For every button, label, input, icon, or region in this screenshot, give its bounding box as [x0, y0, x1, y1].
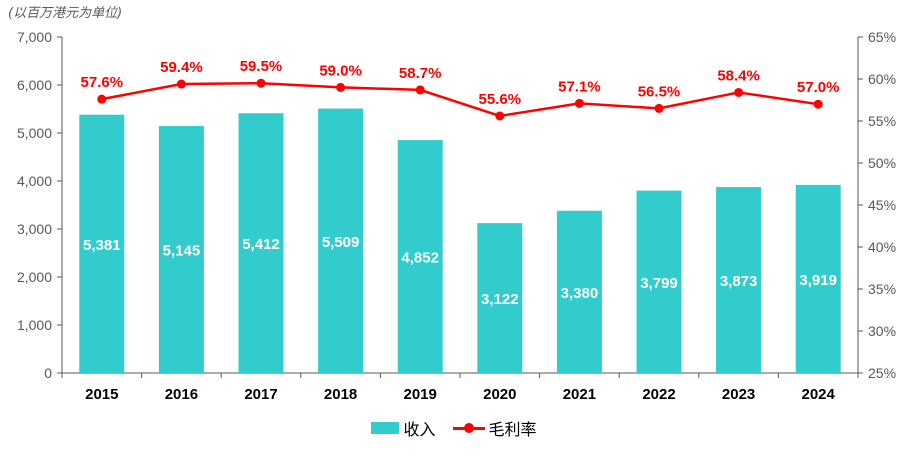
margin-point: [176, 79, 186, 89]
margin-point: [97, 94, 107, 104]
y-left-tick-label: 7,000: [17, 29, 52, 45]
margin-point: [256, 78, 266, 88]
line-data-label: 56.5%: [638, 83, 681, 100]
x-tick-label: 2016: [165, 386, 198, 403]
bar: [397, 140, 443, 373]
y-left-tick-label: 4,000: [17, 173, 52, 189]
line-series: [97, 78, 823, 121]
bar: [79, 114, 125, 373]
margin-point: [415, 85, 425, 95]
bar-data-label: 4,852: [401, 250, 439, 267]
line-data-label: 55.6%: [479, 91, 522, 108]
legend: 收入 毛利率: [0, 416, 908, 440]
line-data-label: 59.0%: [319, 62, 362, 79]
y-right-tick-label: 25%: [868, 365, 896, 381]
x-tick-label: 2019: [404, 386, 437, 403]
axes: 0 1,000 2,000 3,000 4,000 5,000 6,000 7,000 25% 3…: [17, 29, 896, 403]
margin-point: [654, 103, 664, 113]
combo-chart: 0 1,000 2,000 3,000 4,000 5,000 6,000 7,000 25% 3…: [17, 29, 896, 403]
y-right-tick-label: 40%: [868, 239, 896, 255]
margin-point: [574, 98, 584, 108]
bar: [477, 223, 523, 373]
x-tick-label: 2017: [244, 386, 277, 403]
legend-line-swatch: [452, 422, 485, 434]
legend-line-label: 毛利率: [488, 420, 537, 439]
bar-data-label: 5,509: [322, 234, 360, 251]
bar: [795, 184, 841, 373]
bar-data-label: 3,380: [561, 285, 599, 302]
x-tick-label: 2022: [642, 386, 675, 403]
line-data-label: 59.5%: [240, 58, 283, 75]
bar-data-label: 5,145: [163, 243, 201, 260]
y-right-tick-label: 60%: [868, 71, 896, 87]
y-right-tick-label: 55%: [868, 113, 896, 129]
legend-item-bar: 收入: [371, 416, 435, 440]
y-left-tick-label: 6,000: [17, 77, 52, 93]
y-left-tick-label: 2,000: [17, 269, 52, 285]
line-data-label: 59.4%: [160, 59, 203, 76]
unit-note: (以百万港元为单位): [8, 6, 123, 21]
x-tick-label: 2015: [85, 386, 118, 403]
bar: [158, 126, 204, 373]
bar: [238, 113, 284, 373]
bar-data-label: 5,381: [83, 237, 121, 254]
x-tick-label: 2021: [563, 386, 596, 403]
y-right-tick-label: 65%: [868, 29, 896, 45]
y-left-tick-label: 5,000: [17, 125, 52, 141]
y-left-tick-label: 3,000: [17, 221, 52, 237]
bar: [716, 187, 762, 373]
bar: [636, 190, 682, 373]
margin-line: [101, 81, 819, 118]
line-data-label: 57.6%: [81, 74, 124, 91]
legend-item-line: 毛利率: [452, 416, 537, 440]
bar-data-label: 3,122: [481, 291, 519, 308]
margin-point: [495, 111, 505, 121]
y-right-tick-label: 35%: [868, 281, 896, 297]
bar-data-label: 5,412: [242, 236, 280, 253]
x-tick-label: 2023: [722, 386, 755, 403]
bar-series: [79, 108, 841, 374]
bar-labels: 5,381 5,145 5,412 5,509 4,852 3,122 3,380 3,799…: [83, 234, 837, 308]
bar-data-label: 3,799: [640, 275, 678, 292]
line-data-label: 58.4%: [717, 67, 760, 84]
y-left-tick-label: 0: [44, 365, 52, 381]
y-right-tick-label: 30%: [868, 323, 896, 339]
legend-bar-swatch: [371, 422, 400, 434]
line-data-label: 57.1%: [558, 78, 601, 95]
legend-bar-label: 收入: [403, 420, 436, 439]
y-right-tick-label: 45%: [868, 197, 896, 213]
margin-point: [336, 82, 346, 92]
x-tick-label: 2020: [483, 386, 516, 403]
bar: [318, 108, 364, 374]
margin-point: [734, 87, 744, 97]
x-tick-label: 2024: [802, 386, 836, 403]
line-labels: 57.6% 59.4% 59.5% 59.0% 58.7% 55.6% 57.1% 56.5%…: [81, 58, 840, 108]
bar-data-label: 3,919: [799, 272, 837, 289]
y-left-tick-label: 1,000: [17, 317, 52, 333]
line-data-label: 58.7%: [399, 65, 442, 82]
bar-data-label: 3,873: [720, 273, 758, 290]
y-right-tick-label: 50%: [868, 155, 896, 171]
x-tick-label: 2018: [324, 386, 357, 403]
bar: [556, 210, 602, 373]
line-data-label: 57.0%: [797, 79, 840, 96]
margin-point: [813, 99, 823, 109]
